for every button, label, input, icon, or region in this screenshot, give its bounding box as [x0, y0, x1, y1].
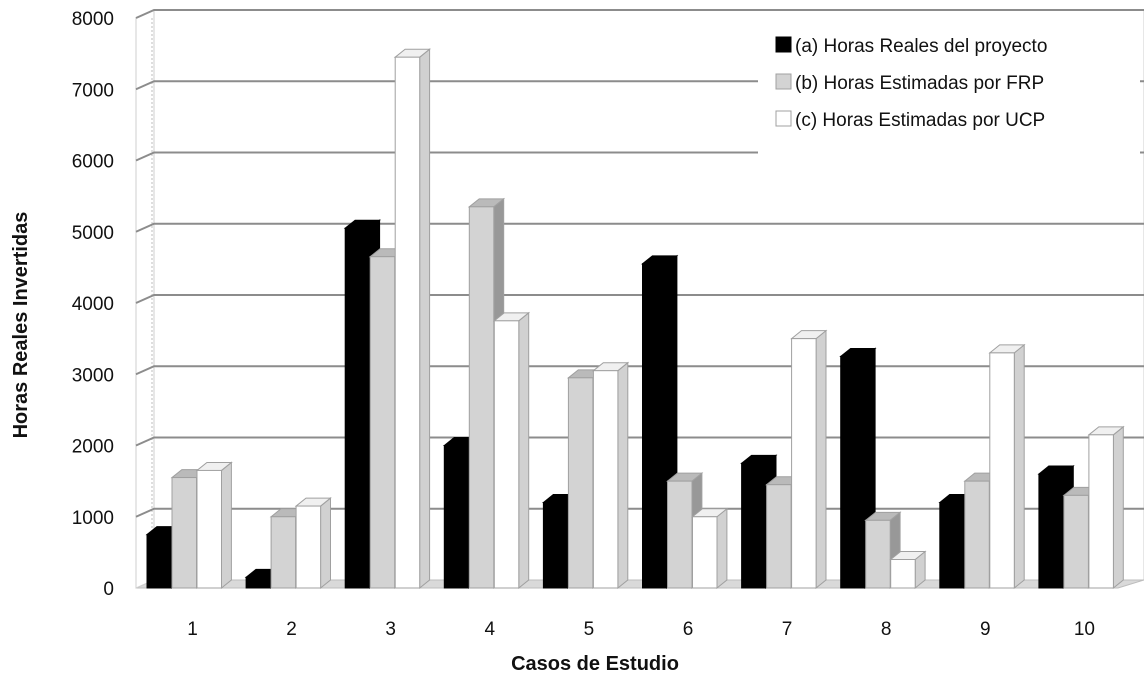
bar-front [468, 206, 495, 589]
bar-front [493, 320, 520, 589]
bar-side [1112, 425, 1124, 590]
bar-front [692, 516, 718, 589]
bar-front [270, 516, 297, 589]
bar-side [320, 497, 331, 590]
bar [393, 48, 432, 590]
x-tick-label: 4 [485, 619, 496, 640]
bar-front [989, 352, 1015, 589]
bar-side [221, 461, 232, 590]
bar-front [171, 477, 197, 589]
bar-side [815, 329, 827, 590]
bar-front [964, 480, 990, 589]
bar-front [766, 484, 792, 589]
y-tick-label: 0 [103, 579, 114, 600]
legend-label: (c) Horas Estimadas por UCP [795, 110, 1045, 131]
gridline [135, 9, 1144, 19]
y-tick-label: 8000 [72, 9, 114, 30]
bar-front [592, 370, 619, 589]
bar-front [1063, 494, 1089, 589]
bar-side [419, 48, 431, 590]
bar-front [542, 502, 569, 589]
bar-side [617, 361, 629, 590]
bar-front [369, 256, 396, 589]
bar-front [443, 445, 470, 589]
bar-front [1038, 473, 1064, 589]
bar-front [567, 377, 594, 589]
bar-front [667, 480, 693, 589]
legend-label: (b) Horas Estimadas por FRP [795, 73, 1044, 94]
bar-side [518, 311, 530, 590]
y-tick-label: 6000 [72, 152, 114, 173]
x-tick-label: 2 [286, 619, 297, 640]
legend-swatch [775, 36, 792, 53]
legend-background [758, 26, 1140, 162]
legend-swatch [775, 73, 792, 90]
gridline [135, 222, 1144, 233]
bar-front [890, 559, 916, 589]
x-tick-labels: 1 2 3 4 5 6 7 8 9 10 [187, 619, 1095, 640]
bar [988, 343, 1026, 590]
bar-front [1088, 434, 1114, 589]
x-tick-label: 3 [385, 619, 396, 640]
legend: (a) Horas Reales del proyecto (b) Horas E… [775, 36, 1047, 131]
gridline [135, 294, 1144, 304]
legend-label: (a) Horas Reales del proyecto [795, 36, 1047, 57]
x-tick-label: 1 [187, 619, 198, 640]
bar [591, 361, 630, 590]
bar-front [146, 534, 172, 589]
bar-side [716, 507, 728, 590]
bar-front [840, 355, 866, 589]
bar-front [245, 576, 272, 589]
y-tick-label: 3000 [72, 365, 114, 386]
bar-front [295, 505, 322, 589]
legend-swatch [775, 110, 792, 127]
bar-side [1013, 343, 1025, 590]
bar-front [394, 56, 421, 589]
bar [790, 329, 828, 590]
bar-front [741, 462, 767, 589]
y-tick-label: 5000 [72, 223, 114, 244]
y-tick-labels: 0 1000 2000 3000 4000 5000 6000 7000 8000 [72, 9, 114, 600]
x-axis-title: Casos de Estudio [511, 653, 679, 675]
y-tick-label: 7000 [72, 80, 114, 101]
bar-front [791, 338, 817, 589]
y-axis-title: Horas Reales Invertidas [10, 212, 32, 439]
y-tick-label: 1000 [72, 508, 114, 529]
x-tick-label: 9 [980, 619, 991, 640]
bar [492, 311, 531, 590]
x-tick-label: 8 [881, 619, 892, 640]
bar-front [865, 519, 891, 589]
bar [195, 461, 233, 590]
bar [294, 497, 332, 590]
bars-group [145, 48, 1125, 590]
x-tick-label: 10 [1074, 619, 1095, 640]
bar-front [939, 502, 965, 589]
bar [1087, 425, 1125, 590]
x-tick-label: 5 [584, 619, 595, 640]
x-tick-label: 6 [683, 619, 694, 640]
bar-front [642, 263, 668, 589]
bar-front [196, 469, 222, 589]
y-tick-label: 4000 [72, 294, 114, 315]
y-tick-label: 2000 [72, 437, 114, 458]
bar [889, 550, 927, 590]
bar-front [344, 227, 371, 589]
bar [691, 507, 729, 590]
x-tick-label: 7 [782, 619, 793, 640]
